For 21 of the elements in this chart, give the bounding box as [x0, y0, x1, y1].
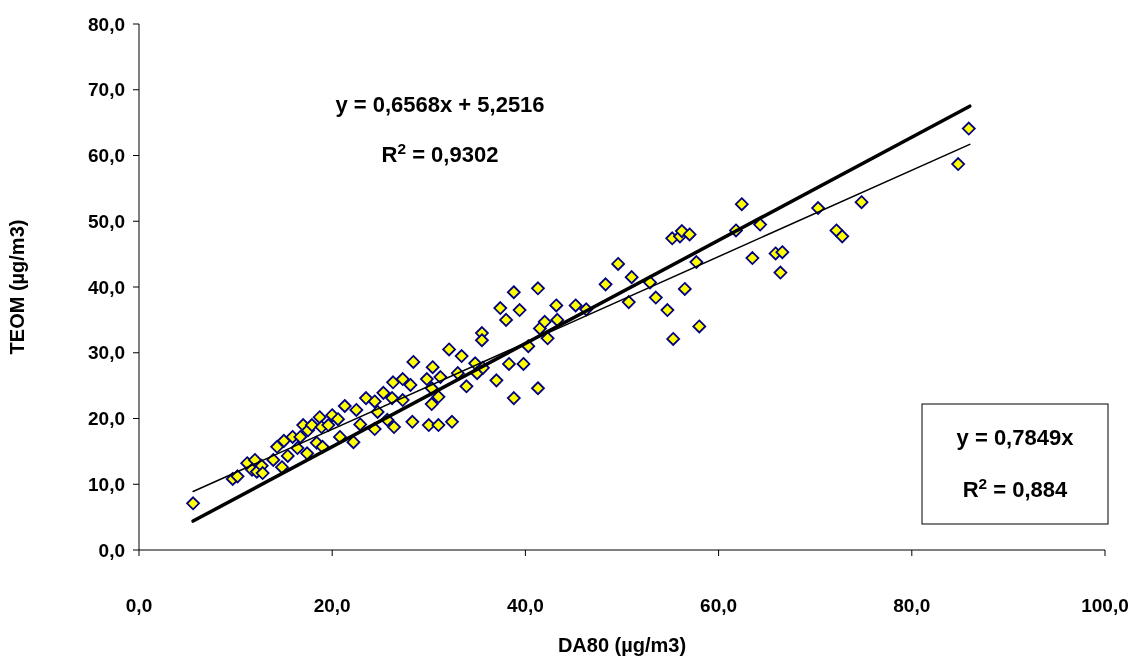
y-tick-label: 30,0 — [88, 342, 125, 364]
y-tick-label: 40,0 — [88, 276, 125, 298]
y-tick-label: 70,0 — [88, 79, 125, 101]
y-tick-label: 20,0 — [88, 408, 125, 430]
y-tick-label: 60,0 — [88, 145, 125, 167]
x-tick-label: 20,0 — [313, 595, 351, 616]
x-tick-label: 40,0 — [506, 595, 544, 616]
x-tick-label: 100,0 — [1081, 595, 1129, 616]
x-tick-label: 0,0 — [125, 595, 153, 616]
annotation: R$^{2}$ = 0,884 — [962, 474, 1069, 502]
x-tick-label: 60,0 — [700, 595, 738, 616]
annotation: y = 0,7849x — [956, 425, 1075, 450]
y-axis-title: TEOM (µg/m3) — [6, 219, 28, 355]
y-tick-label: 0,0 — [98, 539, 125, 561]
y-tick-label: 50,0 — [88, 210, 125, 232]
x-axis-title: DA80 (µg/m3) — [557, 634, 687, 656]
y-tick-label: 80,0 — [88, 13, 125, 35]
y-tick-label: 10,0 — [88, 473, 125, 495]
x-tick-label: 80,0 — [893, 595, 931, 616]
annotation: y = 0,6568x + 5,2516 — [335, 92, 545, 117]
annotation: R$^{2}$ = 0,9302 — [381, 139, 499, 167]
